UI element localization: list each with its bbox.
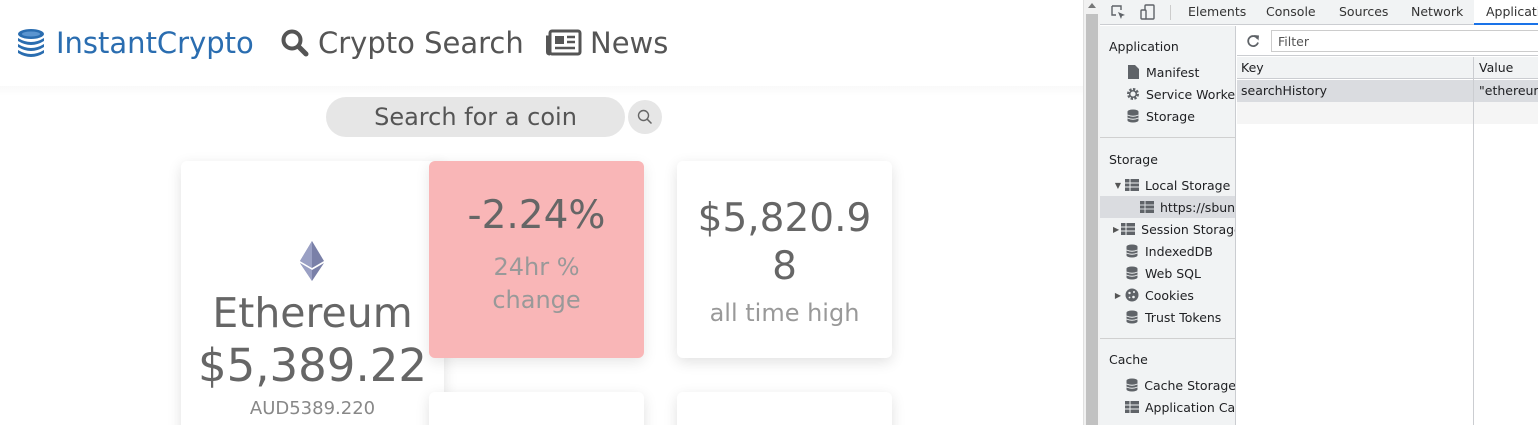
- row-key: searchHistory: [1241, 83, 1327, 98]
- coin-card: Ethereum $5,389.22 AUD5389.220: [181, 161, 444, 425]
- navbar: InstantCrypto Crypto Search News: [0, 0, 1083, 86]
- storage-filter-bar: [1237, 26, 1538, 56]
- column-resize-divider[interactable]: [1473, 57, 1474, 425]
- main-content: Ethereum $5,389.22 AUD5389.220 -2.24% 24…: [0, 86, 1083, 425]
- refresh-button[interactable]: [1243, 31, 1263, 51]
- newspaper-icon: [546, 29, 582, 56]
- brand-link[interactable]: InstantCrypto: [14, 24, 254, 62]
- database-icon: [1126, 310, 1138, 324]
- database-icon: [1126, 244, 1138, 258]
- table-row[interactable]: searchHistory "ethereum": [1237, 80, 1538, 102]
- grid-icon: [1125, 179, 1139, 191]
- scroll-up-arrow[interactable]: [1088, 3, 1096, 8]
- sidebar-item-trust-tokens[interactable]: Trust Tokens: [1100, 306, 1235, 328]
- tab-network[interactable]: Network: [1411, 4, 1464, 19]
- coin-price: $5,389.22: [197, 339, 428, 392]
- all-time-high-label: all time high: [709, 299, 860, 327]
- sidebar-item-cookies[interactable]: ▶ Cookies: [1114, 287, 1194, 303]
- inspect-element-button[interactable]: [1108, 3, 1128, 21]
- file-icon: [1128, 65, 1139, 79]
- sidebar-item-cache-storage[interactable]: Cache Storage: [1100, 374, 1235, 396]
- tab-console[interactable]: Console: [1266, 4, 1316, 19]
- sidebar-item-session-storage[interactable]: ▶ Session Storage: [1113, 221, 1236, 237]
- inspect-icon: [1111, 5, 1125, 19]
- coins-icon: [18, 29, 44, 57]
- web-page: InstantCrypto Crypto Search News: [0, 0, 1083, 425]
- search-icon: [281, 29, 309, 57]
- table-header: Key Value: [1237, 57, 1538, 79]
- row-value: "ethereum": [1479, 83, 1538, 98]
- change-value: -2.24%: [467, 193, 606, 238]
- collapsed-triangle-icon[interactable]: ▶: [1113, 224, 1120, 234]
- coin-name: Ethereum: [212, 289, 413, 337]
- grid-icon: [1121, 223, 1136, 235]
- table-row-empty[interactable]: [1237, 102, 1538, 124]
- nav-news[interactable]: News: [546, 24, 668, 62]
- devtools-panel: Elements Console Sources Network Applica…: [1100, 0, 1538, 425]
- ethereum-icon: [300, 241, 324, 281]
- nav-crypto-search-label: Crypto Search: [318, 26, 524, 60]
- tab-elements[interactable]: Elements: [1188, 4, 1247, 19]
- change-label: 24hr % change: [492, 253, 581, 314]
- devtools-tabbar: Elements Console Sources Network Applica…: [1100, 0, 1538, 25]
- stat-card: [677, 392, 892, 425]
- search-icon: [637, 109, 653, 125]
- filter-input[interactable]: [1271, 30, 1538, 52]
- search-button[interactable]: [628, 100, 662, 134]
- sidebar-header-storage: Storage: [1109, 152, 1158, 167]
- stat-card: [429, 392, 644, 425]
- column-header-value[interactable]: Value: [1479, 60, 1514, 75]
- tab-sources[interactable]: Sources: [1339, 4, 1389, 19]
- sidebar-header-cache: Cache: [1109, 352, 1148, 367]
- expanded-triangle-icon[interactable]: ▼: [1114, 180, 1122, 190]
- all-time-high-value: $5,820.98: [697, 196, 872, 289]
- gear-icon: [1127, 88, 1139, 100]
- scrollbar-thumb[interactable]: [1086, 14, 1098, 425]
- sidebar-header-application: Application: [1109, 39, 1179, 54]
- nav-news-label: News: [590, 26, 669, 60]
- database-icon: [1127, 109, 1139, 123]
- grid-icon: [1125, 401, 1139, 413]
- tab-application[interactable]: Applicati: [1474, 0, 1538, 25]
- sidebar-item-storage[interactable]: Storage: [1100, 105, 1235, 127]
- sidebar-item-manifest[interactable]: Manifest: [1100, 61, 1235, 83]
- cookie-icon: [1125, 288, 1139, 302]
- device-icon: [1140, 4, 1155, 20]
- nav-crypto-search[interactable]: Crypto Search: [280, 24, 524, 62]
- sidebar-item-local-storage-origin[interactable]: https://sbunt: [1100, 196, 1235, 218]
- refresh-icon: [1247, 35, 1259, 47]
- sidebar-item-application-cache[interactable]: Application Cache: [1100, 396, 1235, 418]
- grid-icon: [1140, 201, 1154, 213]
- page-scrollbar[interactable]: [1083, 0, 1100, 425]
- column-header-key[interactable]: Key: [1241, 60, 1264, 75]
- sidebar-item-indexeddb[interactable]: IndexedDB: [1100, 240, 1235, 262]
- storage-table: Key Value searchHistory "ethereum": [1237, 57, 1538, 425]
- sidebar-item-service-workers[interactable]: Service Workers: [1100, 83, 1235, 105]
- change-card: -2.24% 24hr % change: [429, 161, 644, 358]
- brand-name: InstantCrypto: [56, 26, 254, 60]
- database-icon: [1126, 266, 1138, 280]
- sidebar-item-web-sql[interactable]: Web SQL: [1100, 262, 1235, 284]
- all-time-high-card: $5,820.98 all time high: [677, 161, 892, 358]
- database-icon: [1125, 378, 1138, 392]
- coin-aud-price: AUD5389.220: [249, 398, 376, 419]
- coin-search-input[interactable]: [326, 97, 625, 137]
- collapsed-triangle-icon[interactable]: ▶: [1114, 290, 1122, 300]
- sidebar-item-local-storage[interactable]: ▼ Local Storage: [1114, 177, 1231, 193]
- device-toolbar-button[interactable]: [1138, 3, 1158, 21]
- application-sidebar: Application Manifest Service Workers Sto…: [1100, 26, 1236, 425]
